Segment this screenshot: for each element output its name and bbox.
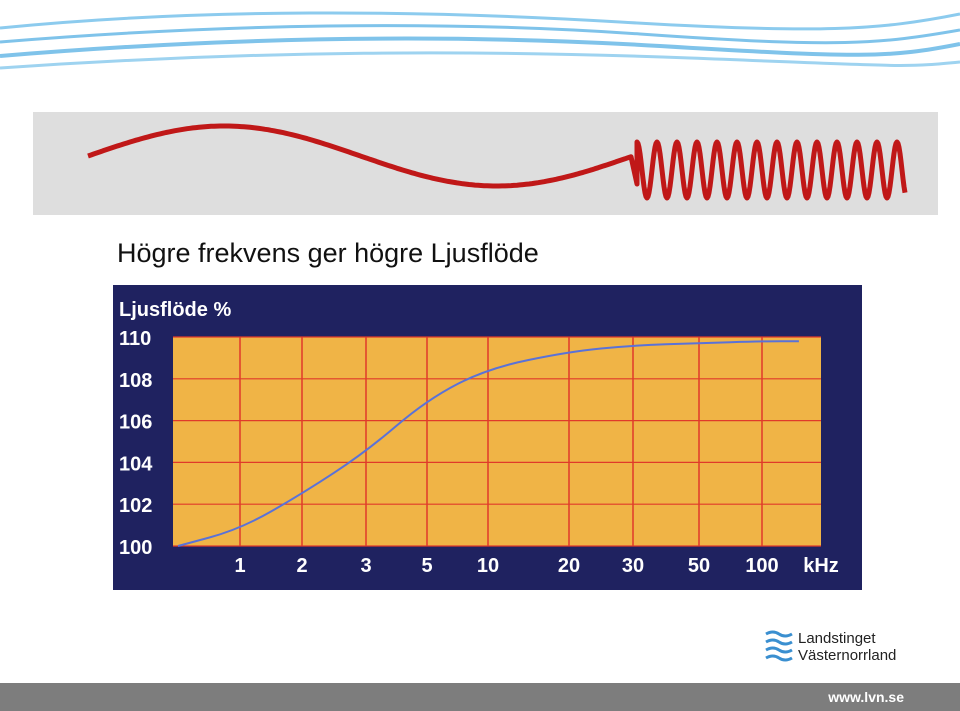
- logo-line-1: Landstinget: [798, 630, 876, 647]
- logo-text: Landstinget Västernorrland: [798, 630, 896, 664]
- footer-bar: www.lvn.se: [0, 683, 960, 711]
- y-tick-label: 104: [119, 453, 153, 475]
- organization-logo: Landstinget Västernorrland: [764, 628, 924, 668]
- signal-waveform: [87, 123, 908, 201]
- slide-title: Högre frekvens ger högre Ljusflöde: [117, 238, 539, 268]
- footer-url: www.lvn.se: [828, 689, 904, 705]
- x-tick-label: 2: [296, 555, 307, 577]
- y-tick-label: 106: [119, 412, 152, 434]
- y-tick-label: 110: [119, 328, 151, 350]
- signal-panel: [33, 112, 938, 215]
- wave-logo-icon: [765, 630, 793, 662]
- x-axis-unit: kHz: [803, 555, 839, 577]
- y-tick-label: 100: [119, 537, 152, 559]
- x-tick-label: 20: [558, 555, 580, 577]
- plot-area: [173, 337, 821, 546]
- y-tick-label: 102: [119, 495, 152, 517]
- y-tick-label: 108: [119, 370, 152, 392]
- x-tick-label: 100: [745, 555, 778, 577]
- x-tick-label: 50: [688, 555, 710, 577]
- logo-line-2: Västernorrland: [798, 647, 897, 664]
- x-tick-label: 30: [622, 555, 644, 577]
- series-line: [177, 340, 799, 547]
- decorative-waves: [0, 11, 960, 70]
- x-tick-label: 3: [360, 555, 371, 577]
- chart: Ljusflöde % 110 108 106 104 102 100 1 2 3 5 10 20 30 5…: [113, 285, 862, 590]
- x-tick-label: 5: [421, 555, 432, 577]
- y-axis-title: Ljusflöde %: [119, 299, 231, 321]
- x-tick-label: 1: [234, 555, 245, 577]
- x-tick-label: 10: [477, 555, 499, 577]
